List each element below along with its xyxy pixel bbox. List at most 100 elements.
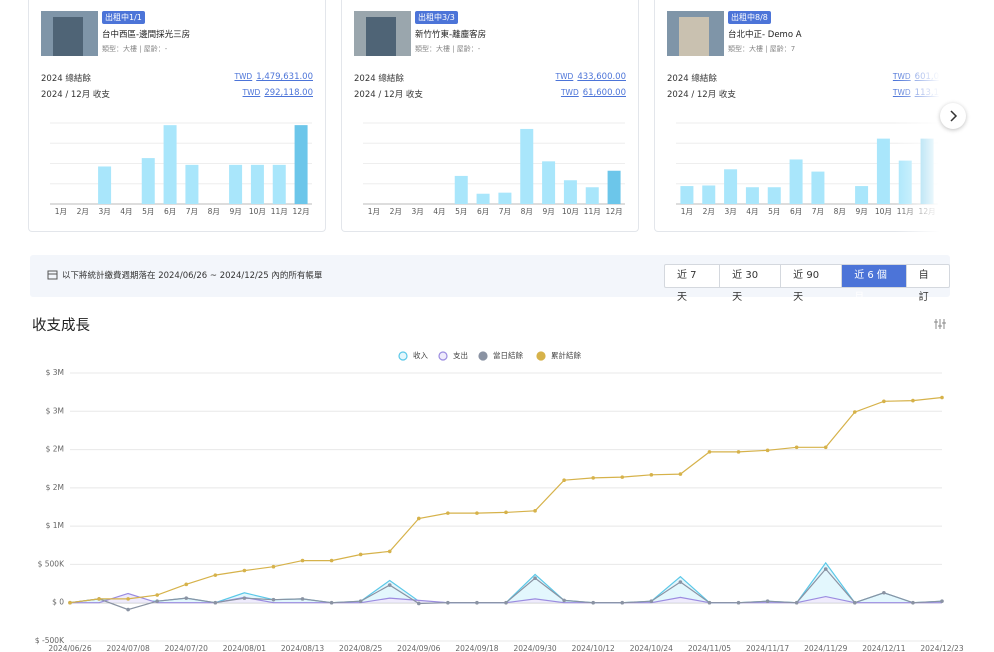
currency: TWD [242,88,261,97]
series-point [184,582,189,587]
month-label: 9月 [542,207,554,216]
chevron [950,110,958,122]
series-point [300,597,305,601]
x-tick-label: 2024/11/29 [804,644,847,652]
total-label: 2024 總結餘 [41,74,91,84]
currency: TWD [234,72,253,81]
month-label: 10月 [562,207,579,216]
series-line [69,396,943,604]
property-card[interactable]: 出租中8/8 台北中正- Demo A 類型：大樓 | 屋齡：7 2024 總結餘 20… [654,0,940,232]
bar [855,186,869,204]
property-meta: 類型：大樓 | 屋齡：- [415,45,481,53]
bar [98,166,112,204]
series-point [417,516,421,521]
series-point [736,450,741,454]
month-label: 8月 [208,207,220,216]
x-tick-label: 2024/09/06 [397,644,440,652]
x-tick-label: 2024/07/20 [165,644,208,652]
bar [294,125,308,204]
month-label: 10月 [249,207,266,216]
total-value[interactable]: 433,600.00 [577,72,626,82]
x-tick-label: 2024/07/08 [107,644,150,652]
series-point [97,597,101,601]
month-label: 4月 [433,207,445,216]
series-point [591,476,595,480]
series-point [126,597,130,601]
series-point [823,445,828,450]
property-card[interactable]: 出租中1/1 台中西區-邊間採光三房 類型：大樓 | 屋齡：- 2024 總結餘 202… [28,0,326,232]
filter-bar: 以下將統計繳費週期落在 2024/06/26 ~ 2024/12/25 內的所有… [30,255,950,303]
series-point [126,607,130,612]
total-value[interactable]: 1,479,631.00 [256,72,313,82]
property-photo [41,11,98,56]
property-meta: 類型：大樓 | 屋齡：- [102,45,168,53]
bar [185,164,199,204]
bar [250,164,264,204]
y-tick-label: $ 500K [38,559,65,568]
bar [498,192,512,204]
series-point [911,398,915,403]
series-point [678,472,683,476]
series-point [504,600,508,605]
property-card[interactable]: 出租中3/3 新竹竹東-離塵客房 類型：大樓 | 屋齡：- 2024 總結餘 2024 … [341,0,639,232]
x-tick-label: 2024/09/30 [513,644,556,652]
next-button[interactable] [940,103,966,129]
bar [585,187,599,204]
bar [542,161,556,204]
x-tick-label: 2024/12/23 [920,644,963,652]
bar [163,125,177,204]
y-tick-label: $ 1M [46,521,64,530]
series-point [446,600,450,605]
month-label: 8月 [521,207,533,216]
series-point [504,510,508,515]
month-label: 7月 [812,207,824,216]
series-point [562,598,566,603]
range-button[interactable]: 近 7 天 [677,270,697,303]
month-label: 11月 [271,207,288,216]
settings-icon[interactable] [934,318,946,330]
property-name: 台中西區-邊間採光三房 [102,30,191,40]
bar [680,186,694,204]
photo-building [679,17,709,56]
legend-marker [478,351,488,361]
legend-label: 支出 [453,350,468,360]
series-point [940,599,944,603]
range-button[interactable]: 近 6 個月 [841,265,906,303]
bar [767,187,781,204]
month-label: 2月 [390,207,402,216]
month-label: 2024 / 12月 收支 [354,90,423,100]
property-name: 台北中正- Demo A [728,30,802,40]
series-point [358,552,363,557]
bar [272,164,286,204]
month-label: 12月 [606,207,623,216]
range-button[interactable]: 近 30 天 [719,265,780,303]
series-point [475,511,479,515]
series-point [649,473,654,477]
month-value[interactable]: 292,118.00 [264,88,313,98]
legend-marker [398,351,408,361]
legend-label: 當日結餘 [493,350,523,360]
series-point [446,511,450,515]
month-value[interactable]: 61,600.00 [582,88,626,98]
month-label: 9月 [229,207,241,216]
range-button[interactable]: 近 90 天 [780,265,841,303]
x-tick-label: 2024/06/26 [48,644,91,652]
month-label: 6月 [477,207,489,216]
month-label: 3月 [724,207,736,216]
series-point [387,583,392,587]
month-label: 6月 [164,207,176,216]
chart-title: 收支成長 [32,318,90,334]
series-point [155,593,159,597]
legend-marker [536,351,546,361]
bar [563,180,577,204]
x-tick-label: 2024/12/11 [862,644,905,652]
month-label: 8月 [834,207,846,216]
y-tick-label: $ -500K [35,636,65,645]
series-point [823,567,828,571]
property-cards: 出租中1/1 台中西區-邊間採光三房 類型：大樓 | 屋齡：- 2024 總結餘 202… [0,0,940,240]
series-point [620,600,625,605]
range-button[interactable]: 自訂 [905,265,949,303]
series-point [300,558,305,563]
bar [702,185,716,204]
